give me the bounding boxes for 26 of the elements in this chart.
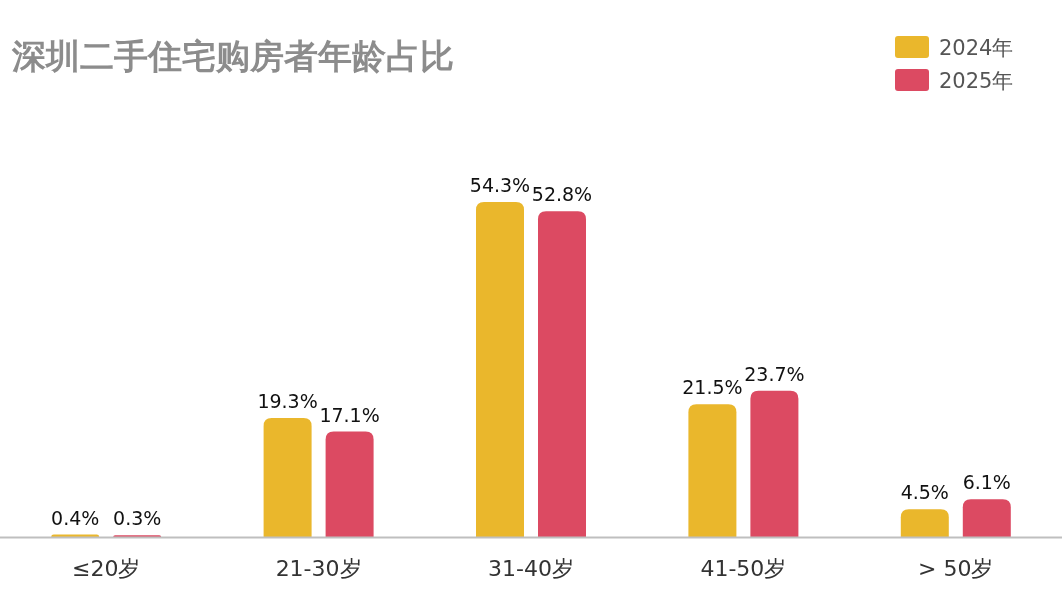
bar bbox=[325, 431, 374, 537]
x-tick-label: 41-50岁 bbox=[700, 556, 787, 581]
data-label: 0.4% bbox=[51, 506, 100, 529]
data-label: 23.7% bbox=[744, 362, 805, 385]
x-tick-label: 31-40岁 bbox=[488, 556, 574, 581]
x-tick-label: ≤20岁 bbox=[71, 556, 141, 581]
data-label: 6.1% bbox=[962, 471, 1011, 494]
bar bbox=[900, 509, 949, 537]
x-tick-label: > 50岁 bbox=[918, 556, 994, 581]
bar bbox=[962, 499, 1011, 537]
bar bbox=[538, 211, 586, 537]
data-label: 4.5% bbox=[900, 481, 949, 504]
bar bbox=[263, 417, 312, 537]
x-tick-label: 21-30岁 bbox=[275, 556, 362, 581]
legend-label: 2024年 bbox=[939, 36, 1014, 60]
bar bbox=[688, 404, 737, 537]
bar bbox=[750, 390, 799, 537]
data-label: 21.5% bbox=[682, 376, 743, 399]
chart-title: 深圳二手住宅购房者年龄占比 bbox=[11, 36, 454, 76]
legend-label: 2025年 bbox=[939, 69, 1014, 93]
data-label: 52.8% bbox=[531, 183, 593, 206]
data-label: 54.3% bbox=[469, 174, 531, 196]
bar bbox=[476, 202, 524, 537]
data-label: 17.1% bbox=[319, 403, 380, 426]
data-label: 19.3% bbox=[257, 389, 318, 412]
data-label: 0.3% bbox=[113, 507, 162, 530]
